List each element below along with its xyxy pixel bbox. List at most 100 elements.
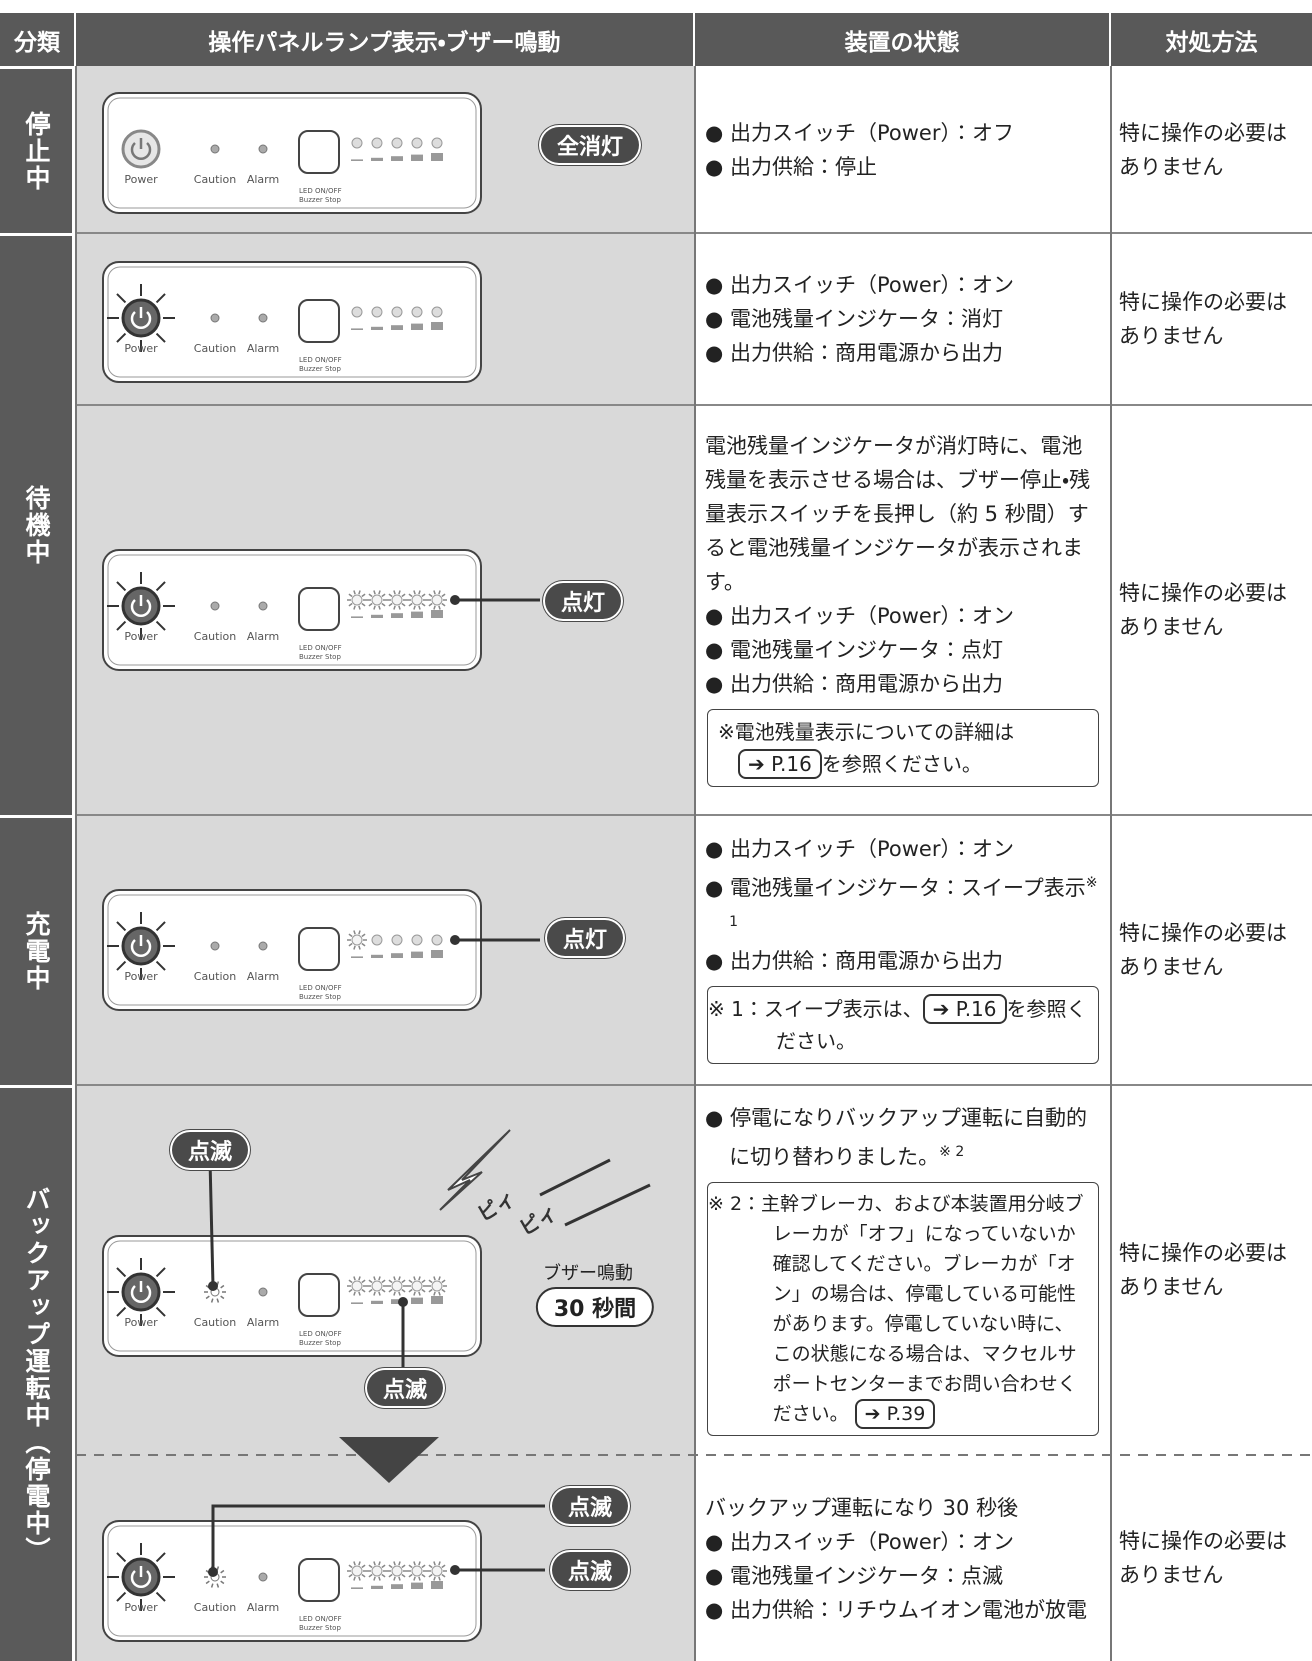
light-ray — [388, 602, 393, 607]
light-ray — [381, 1288, 386, 1293]
header-cell: 分類 — [0, 13, 76, 66]
battery-lamp — [391, 594, 403, 606]
light-ray — [353, 945, 356, 950]
page-link[interactable]: ➔ P.16 — [922, 994, 1007, 1024]
battery-bar — [351, 1587, 363, 1589]
state-line: ● 電池残量インジケータ：点灯 — [705, 638, 1003, 662]
light-ray — [428, 1279, 433, 1284]
battery-bar — [431, 1581, 443, 1589]
light-ray — [368, 1288, 373, 1293]
panel-frame — [102, 261, 482, 383]
light-ray — [421, 1288, 426, 1293]
light-ray — [353, 605, 356, 610]
battery-bar — [411, 1582, 423, 1589]
battery-lamp — [431, 137, 443, 149]
light-ray — [210, 1298, 214, 1303]
light-ray — [155, 620, 166, 631]
light-ray — [116, 1591, 127, 1602]
state-line: ● 電池残量インジケータ：消灯 — [705, 307, 1003, 331]
battery-lamp — [411, 934, 423, 946]
battery-bar — [391, 613, 403, 618]
caution-lamp — [210, 313, 220, 323]
battery-lamp — [391, 1280, 403, 1292]
page-link[interactable]: ➔ P.39 — [854, 1398, 936, 1429]
panel-inner — [107, 1240, 477, 1352]
panel-frame — [102, 549, 482, 671]
light-ray — [438, 605, 441, 610]
light-ray — [401, 1288, 406, 1293]
battery-lamp — [371, 594, 383, 606]
state-line: ● 出力供給：リチウムイオン電池が放電 — [705, 1598, 1087, 1622]
panel-label: Power — [124, 630, 158, 643]
light-ray — [361, 1279, 366, 1284]
light-ray — [361, 933, 366, 938]
stop-button — [298, 299, 340, 343]
state-cell: ● 停電になりバックアップ運転に自動的に切り替わりました。※ 2 ※ 2：主幹ブ… — [697, 1087, 1109, 1453]
note: ※ 1：スイープ表示は、 ➔ P.16 を参照ください。 — [707, 986, 1099, 1064]
light-ray — [408, 593, 413, 598]
light-ray — [116, 1306, 127, 1317]
light-ray — [348, 1288, 353, 1293]
battery-bar — [371, 614, 383, 618]
panel-label: Alarm — [247, 970, 279, 983]
light-ray — [378, 590, 381, 595]
connector-dot — [208, 1567, 218, 1577]
power-icon — [130, 307, 152, 329]
connector-dot — [398, 1297, 408, 1307]
battery-bar — [391, 1584, 403, 1589]
light-ray — [353, 930, 356, 935]
state-line: ● 出力供給：商用電源から出力 — [705, 949, 1003, 973]
light-ray — [388, 1279, 393, 1284]
light-ray — [358, 1291, 361, 1296]
panel-label: Buzzer Stop — [299, 1339, 341, 1347]
light-ray — [381, 1564, 386, 1569]
buzzer-label: ブザー鳴動 — [543, 1263, 633, 1284]
page-link[interactable]: ➔ P.16 — [738, 749, 822, 779]
light-ray — [418, 1561, 421, 1566]
light-ray — [428, 1564, 433, 1569]
sound-line — [564, 1183, 651, 1227]
state-line: ● 電池残量インジケータ：点滅 — [705, 1564, 1003, 1588]
light-ray — [441, 1564, 446, 1569]
state-text: ● 電池残量インジケータ：スイープ表示 — [705, 876, 1086, 900]
light-ray — [421, 602, 426, 607]
stop-button — [298, 130, 340, 174]
alarm-lamp — [258, 313, 268, 323]
light-ray — [348, 593, 353, 598]
light-ray — [220, 1284, 225, 1289]
light-ray — [348, 1573, 353, 1578]
light-ray — [398, 605, 401, 610]
battery-lamp — [371, 1280, 383, 1292]
battery-bar — [371, 157, 383, 161]
battery-bar — [411, 154, 423, 161]
stop-button — [298, 587, 340, 631]
light-ray — [373, 605, 376, 610]
light-ray — [421, 1564, 426, 1569]
battery-lamp — [371, 934, 383, 946]
panel-label: LED ON/OFF — [299, 356, 342, 364]
light-ray — [418, 605, 421, 610]
light-ray — [408, 1573, 413, 1578]
connector — [211, 1504, 545, 1572]
state-line: ● 出力スイッチ（Power）：オン — [705, 273, 1014, 297]
light-ray — [418, 1276, 421, 1281]
light-ray — [433, 605, 436, 610]
battery-bar — [411, 611, 423, 618]
light-ray — [413, 1276, 416, 1281]
light-ray — [116, 1552, 127, 1563]
battery-bar — [351, 956, 363, 958]
light-ray — [421, 1573, 426, 1578]
light-ray — [361, 1288, 366, 1293]
light-ray — [441, 602, 446, 607]
battery-lamp — [351, 594, 363, 606]
light-ray — [373, 1576, 376, 1581]
light-ray — [116, 960, 127, 971]
panel-label: Power — [124, 1601, 158, 1614]
stop-button — [298, 1558, 340, 1602]
panel-label: LED ON/OFF — [299, 187, 342, 195]
battery-lamp — [431, 1280, 443, 1292]
state-line: ● 停電になりバックアップ運転に自動的に切り替わりました。※ 2 — [705, 1101, 1101, 1174]
power-icon — [130, 1566, 152, 1588]
